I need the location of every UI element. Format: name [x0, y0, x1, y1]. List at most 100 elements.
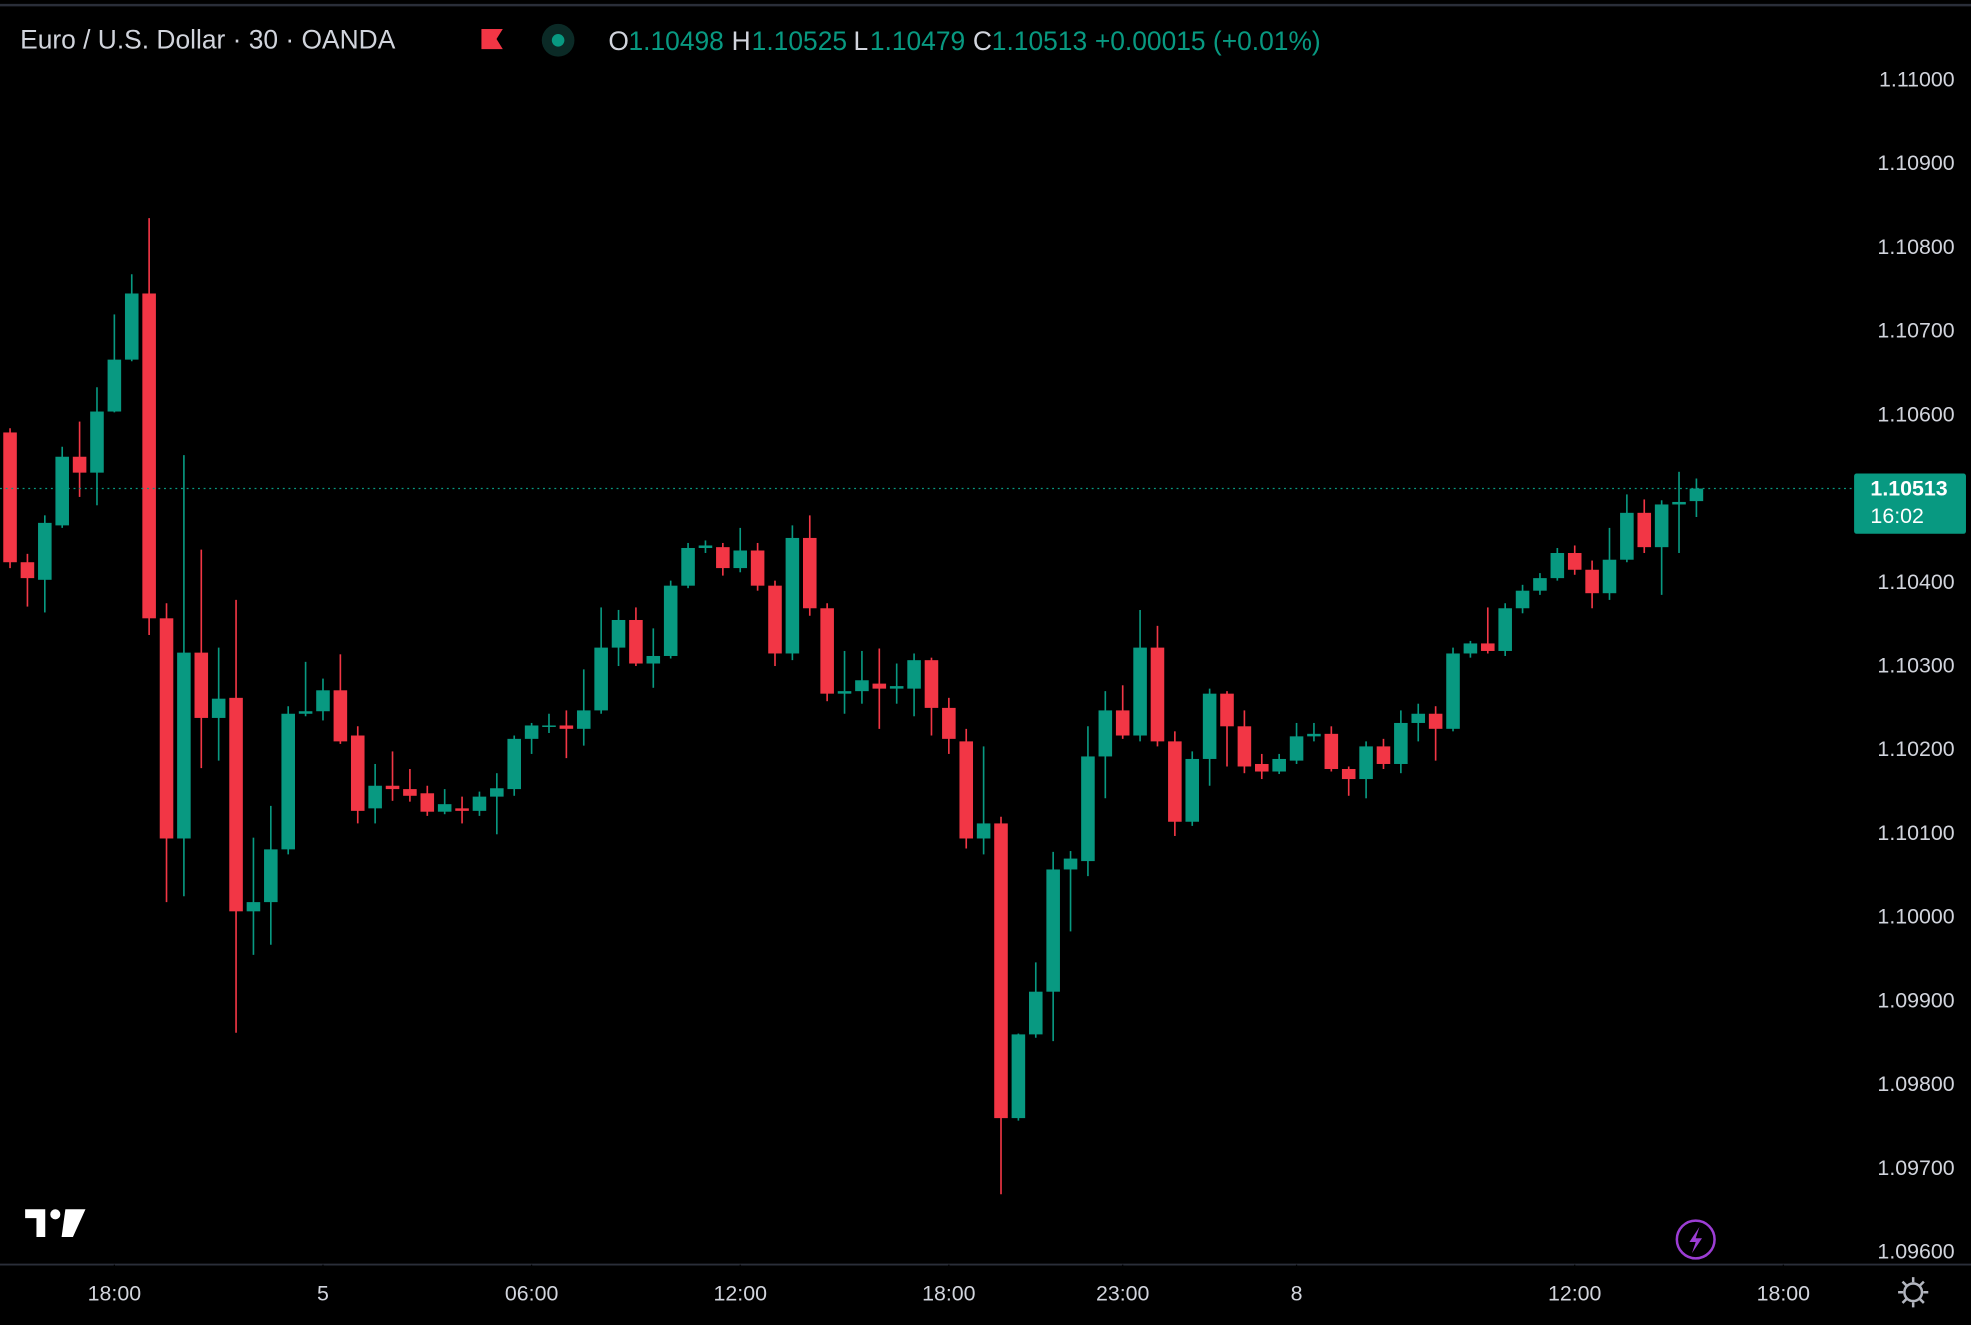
candle-body [1272, 758, 1286, 772]
candle-body [281, 713, 295, 850]
x-tick-label: 18:00 [922, 1281, 976, 1305]
flag-icon[interactable] [481, 28, 503, 50]
last-price-box [1854, 473, 1966, 534]
candle-body [1672, 501, 1686, 505]
y-tick-label: 1.09900 [1877, 988, 1954, 1012]
candle-body [490, 788, 504, 797]
tv-logo[interactable] [25, 1209, 86, 1237]
settings-gear[interactable] [1898, 1277, 1929, 1308]
candle-body [1585, 569, 1599, 594]
candle-body [646, 655, 661, 664]
candle-body [942, 707, 956, 739]
candle-body [1341, 769, 1356, 780]
candle-body [716, 547, 730, 569]
candle-body [90, 411, 104, 473]
candle-body [1515, 590, 1530, 609]
candle-body [698, 545, 713, 548]
x-tick-label: 12:00 [1548, 1281, 1602, 1305]
candle-body [72, 456, 87, 473]
candle-body [1289, 736, 1304, 761]
y-tick-label: 1.10300 [1877, 654, 1954, 678]
candle-body [107, 359, 122, 412]
candle-body [472, 796, 487, 811]
ohlc-letter: O [608, 26, 629, 56]
candle-body [1637, 512, 1652, 548]
candle-body [455, 808, 469, 811]
candle-body [55, 456, 69, 526]
y-tick-label: 1.10200 [1877, 737, 1954, 761]
y-tick-label: 1.10900 [1877, 151, 1954, 175]
candle-body [611, 619, 626, 648]
candle-body [750, 550, 765, 586]
y-tick-label: 1.10600 [1877, 402, 1954, 426]
candle-body [1446, 653, 1460, 729]
candle-body [1011, 1034, 1026, 1119]
change-label: +0.00015 (+0.01%) [1095, 26, 1321, 56]
x-tick-label: 18:00 [1757, 1281, 1811, 1305]
lightning-button[interactable] [1675, 1219, 1716, 1260]
y-tick-label: 1.09800 [1877, 1072, 1954, 1096]
candle-body [177, 652, 191, 839]
logo-part [61, 1209, 86, 1237]
candle-body [542, 725, 556, 727]
y-tick-label: 1.10100 [1877, 821, 1954, 845]
candle-body [559, 725, 574, 729]
ohlc-letter: L [854, 26, 869, 56]
candle-body [333, 690, 348, 742]
candle-body [1498, 608, 1512, 651]
candle-body [1237, 726, 1252, 767]
ohlc-value: 1.10498 [629, 26, 724, 56]
candle-body [124, 293, 139, 360]
candle-body [1046, 869, 1060, 992]
candle-body [1063, 858, 1078, 870]
candle-body [350, 735, 365, 811]
plot-area [0, 218, 1855, 1195]
symbol-title[interactable]: Euro / U.S. Dollar · 30 · OANDA [20, 25, 396, 55]
y-tick-label: 1.10000 [1877, 905, 1954, 929]
candle-body [1202, 693, 1217, 759]
candle-body [437, 804, 452, 812]
candle-body [889, 686, 904, 689]
status-dot[interactable] [551, 33, 565, 47]
candle-body [663, 585, 678, 656]
y-tick-label: 1.09600 [1877, 1240, 1954, 1264]
candle-body [1115, 710, 1130, 736]
candle-body [576, 710, 591, 729]
candle-body [733, 550, 748, 569]
candle-body [229, 697, 243, 912]
candle-body [994, 823, 1008, 1119]
y-tick-label: 1.10700 [1877, 319, 1954, 343]
candle-body [3, 432, 17, 563]
y-tick-label: 1.11000 [1879, 67, 1955, 91]
candle-body [1411, 713, 1426, 723]
candle-body [1307, 733, 1321, 737]
candle-body [837, 691, 852, 694]
candle-body [785, 537, 800, 654]
logo-part [50, 1209, 61, 1220]
candle-body [1324, 733, 1339, 770]
candle-body [802, 537, 817, 609]
ohlc-value: 1.10525 [752, 26, 847, 56]
candle-body [20, 562, 35, 579]
candle-body [1098, 710, 1113, 757]
candle-body [1220, 693, 1234, 727]
y-tick-label: 1.10400 [1877, 570, 1954, 594]
candle-body [924, 660, 939, 708]
candle-body [1428, 713, 1443, 729]
candle-body [264, 849, 278, 903]
candle-body [385, 785, 400, 790]
candle-body [1185, 758, 1200, 822]
candle-body [1620, 512, 1634, 560]
lightning-icon [1689, 1226, 1702, 1254]
countdown-label: 16:02 [1870, 504, 1923, 528]
candle-body [976, 823, 991, 839]
candle-body [368, 785, 382, 809]
candle-body [681, 547, 695, 586]
candle-body [211, 698, 226, 718]
candle-body [594, 647, 608, 711]
x-tick-label: 5 [317, 1281, 329, 1305]
candle-body [142, 293, 156, 619]
